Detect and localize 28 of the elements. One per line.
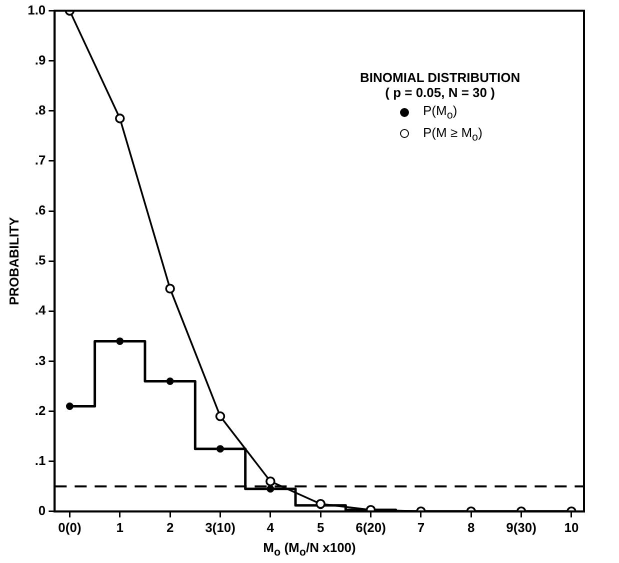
y-tick-label: .7	[34, 152, 46, 168]
x-tick-label: 0(0)	[58, 520, 82, 535]
y-tick-label: .1	[34, 452, 46, 468]
x-tick-label: 6(20)	[356, 520, 386, 535]
x-tick-label: 10	[564, 520, 579, 535]
legend-label: P(M$_{o}$)	[423, 103, 458, 122]
y-tick-label: .3	[34, 352, 46, 368]
y-tick-label: .4	[34, 302, 46, 318]
x-tick-label: 2	[166, 520, 174, 535]
x-tick-label: 1	[116, 520, 124, 535]
y-tick-label: .6	[34, 202, 46, 218]
x-tick-label: 3(10)	[205, 520, 236, 535]
x-tick-label: 9(30)	[506, 520, 536, 535]
legend-title: BINOMIAL DISTRIBUTION	[360, 70, 520, 85]
x-tick-label: 7	[417, 520, 425, 535]
y-tick-label: .2	[34, 402, 46, 418]
y-tick-label: 1.0	[28, 2, 46, 18]
y-tick-label: .8	[34, 102, 46, 118]
x-axis-title: M$_{o}$ (M$_{o}$/N x100)	[262, 540, 357, 559]
y-tick-label: .5	[34, 252, 46, 268]
legend-label: P(M ≥ M$_{o}$)	[423, 124, 482, 144]
y-tick-label: .9	[34, 52, 46, 68]
annotation: ( p = 0.05, N = 30 )	[384, 85, 496, 100]
x-tick-label: 4	[266, 520, 275, 535]
y-axis-title: PROBABILITY	[6, 216, 22, 306]
x-tick-label: 8	[467, 520, 475, 535]
x-tick-label: 5	[316, 520, 324, 535]
y-tick-label: 0	[38, 502, 46, 518]
